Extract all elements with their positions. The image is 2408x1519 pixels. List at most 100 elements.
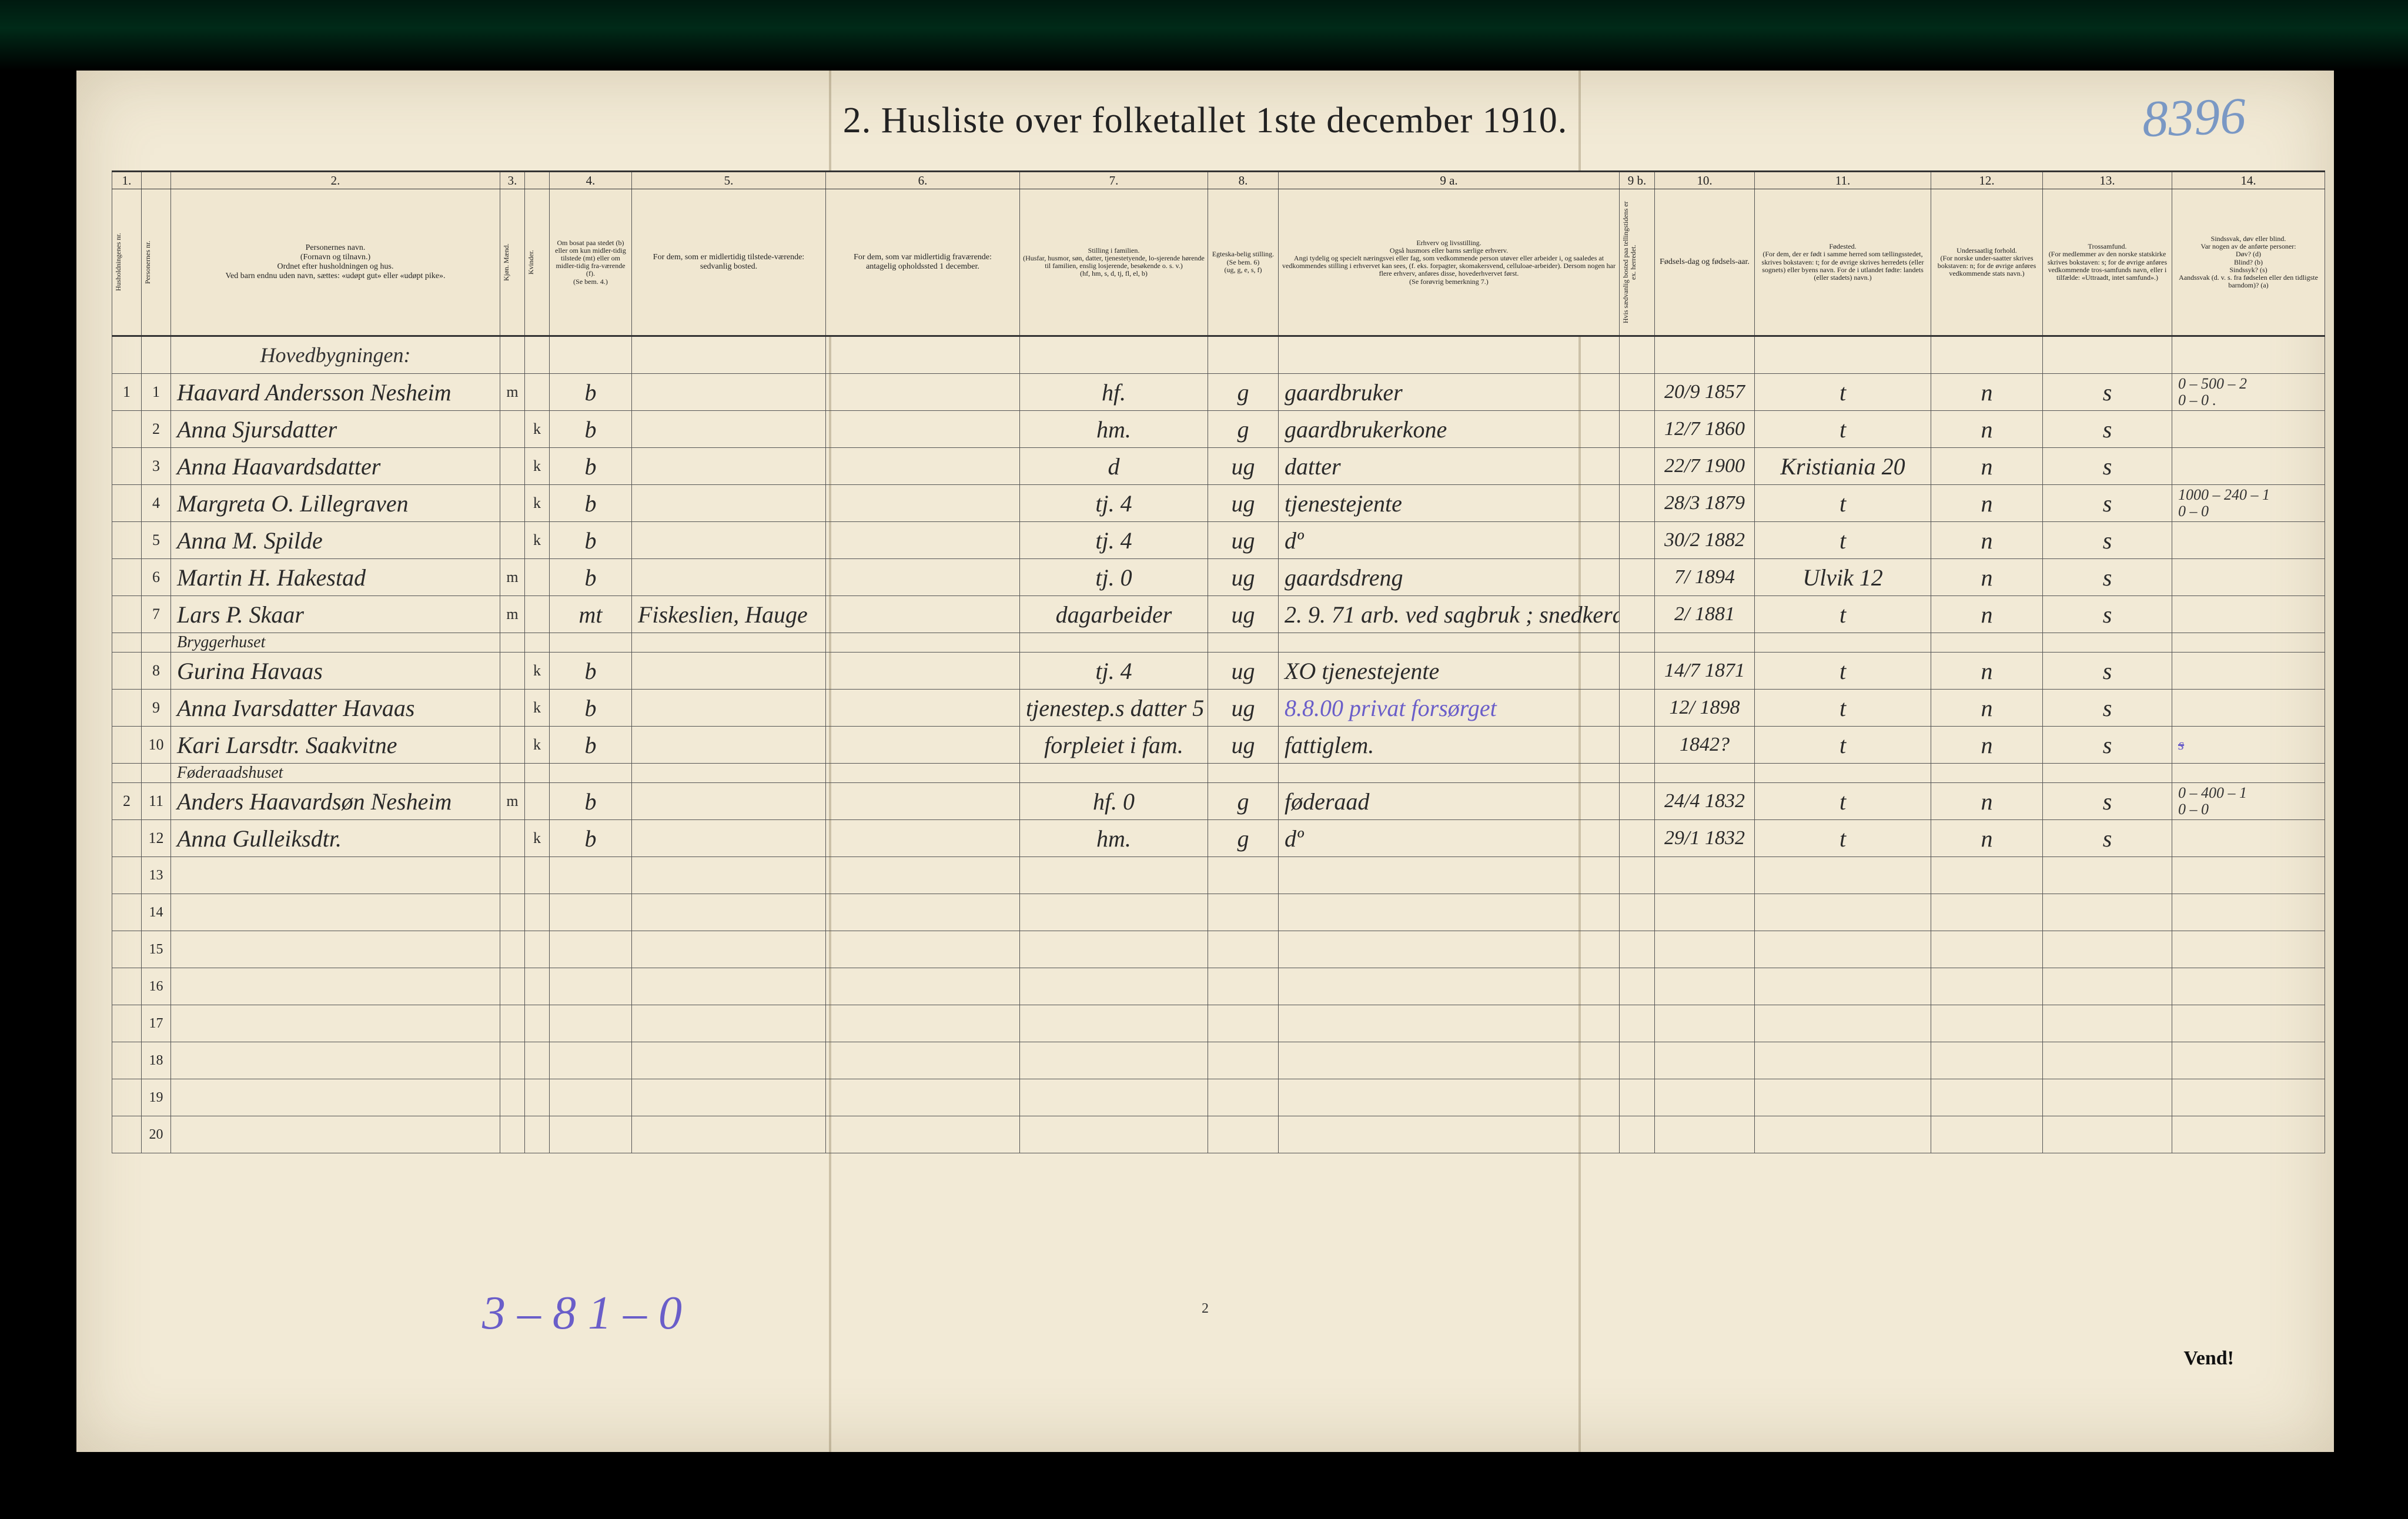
cell — [1208, 764, 1279, 783]
cell — [1620, 1042, 1655, 1079]
hdr-m: Kjøn. Mænd. — [500, 189, 525, 336]
cell — [2043, 1116, 2172, 1153]
cell — [171, 1116, 500, 1153]
cell — [1208, 968, 1279, 1005]
cell — [1020, 894, 1208, 931]
c14-cell: 1000 – 240 – 1 0 – 0 — [2172, 485, 2325, 522]
cell — [1655, 633, 1755, 653]
cell — [142, 336, 171, 374]
pn-cell: 18 — [142, 1042, 171, 1079]
col-number-cell: 3. — [500, 172, 525, 189]
cell — [1208, 1116, 1279, 1153]
cell — [550, 857, 632, 894]
k-cell: k — [525, 522, 550, 559]
cell — [1655, 764, 1755, 783]
c14-cell — [2172, 522, 2325, 559]
pn-cell: 8 — [142, 653, 171, 690]
cell — [2172, 336, 2325, 374]
dob-cell: 12/ 1898 — [1655, 690, 1755, 727]
cell — [1655, 968, 1755, 1005]
hh-cell: 2 — [112, 783, 142, 820]
c14-cell — [2172, 690, 2325, 727]
cell — [632, 1079, 826, 1116]
bottom-pencil-annotation: 3 – 8 1 – 0 — [482, 1287, 682, 1340]
name-cell: Anna Ivarsdatter Havaas — [171, 690, 500, 727]
cell — [632, 857, 826, 894]
table-row: 4Margreta O. Lillegravenkbtj. 4ugtjenest… — [112, 485, 2325, 522]
col-number-cell: 13. — [2043, 172, 2172, 189]
cell — [112, 336, 142, 374]
table-row: 211Anders Haavardsøn Nesheimmbhf. 0gføde… — [112, 783, 2325, 820]
pn-cell: 4 — [142, 485, 171, 522]
pn-cell: 17 — [142, 1005, 171, 1042]
pn-cell: 10 — [142, 727, 171, 764]
cell — [1931, 336, 2043, 374]
cell — [2172, 968, 2325, 1005]
cell — [632, 633, 826, 653]
cell — [1279, 1042, 1620, 1079]
hh-cell — [112, 559, 142, 596]
name-cell: Kari Larsdtr. Saakvitne — [171, 727, 500, 764]
c14-cell — [2172, 820, 2325, 857]
hh-cell — [112, 820, 142, 857]
fb-cell — [1620, 727, 1655, 764]
tros-cell: s — [2043, 485, 2172, 522]
und-cell: n — [1931, 485, 2043, 522]
cell — [1020, 1005, 1208, 1042]
cell — [500, 968, 525, 1005]
k-cell: k — [525, 448, 550, 485]
dob-cell: 24/4 1832 — [1655, 783, 1755, 820]
cell — [1279, 894, 1620, 931]
k-cell: k — [525, 820, 550, 857]
egt-cell: ug — [1208, 559, 1279, 596]
cell — [632, 336, 826, 374]
cell — [1279, 1079, 1620, 1116]
tros-cell: s — [2043, 783, 2172, 820]
erhv-cell: dº — [1279, 522, 1620, 559]
erhv-cell: 8.8.00 privat forsørget — [1279, 690, 1620, 727]
cell — [2043, 336, 2172, 374]
cell — [550, 1042, 632, 1079]
egt-cell: ug — [1208, 485, 1279, 522]
c6-cell — [826, 374, 1020, 411]
cell — [500, 1116, 525, 1153]
cell — [826, 633, 1020, 653]
egt-cell: ug — [1208, 522, 1279, 559]
tros-cell: s — [2043, 596, 2172, 633]
erhv-cell: gaardsdreng — [1279, 559, 1620, 596]
c6-cell — [826, 820, 1020, 857]
res-cell: b — [550, 727, 632, 764]
fsted-cell: t — [1755, 485, 1931, 522]
tros-cell: s — [2043, 690, 2172, 727]
cell — [500, 764, 525, 783]
fb-cell — [1620, 690, 1655, 727]
und-cell: n — [1931, 374, 2043, 411]
table-row-blank: 13 — [112, 857, 2325, 894]
cell — [171, 857, 500, 894]
dob-cell: 1842? — [1655, 727, 1755, 764]
cell — [632, 968, 826, 1005]
egt-cell: g — [1208, 783, 1279, 820]
c5-cell — [632, 690, 826, 727]
cell — [525, 857, 550, 894]
cell — [632, 1116, 826, 1153]
erhv-cell: XO tjenestejente — [1279, 653, 1620, 690]
col-number-cell: 2. — [171, 172, 500, 189]
egt-cell: ug — [1208, 596, 1279, 633]
cell: Føderaadshuset — [171, 764, 500, 783]
col-number-cell: 4. — [550, 172, 632, 189]
col-number-cell: 8. — [1208, 172, 1279, 189]
hh-cell — [112, 894, 142, 931]
pn-cell: 19 — [142, 1079, 171, 1116]
k-cell — [525, 596, 550, 633]
cell — [550, 931, 632, 968]
cell — [1279, 931, 1620, 968]
c14-cell: 0 – 400 – 1 0 – 0 — [2172, 783, 2325, 820]
cell — [1655, 931, 1755, 968]
table-row-blank: 17 — [112, 1005, 2325, 1042]
k-cell: k — [525, 485, 550, 522]
cell — [1931, 1116, 2043, 1153]
cell — [525, 1042, 550, 1079]
cell — [1655, 857, 1755, 894]
cell — [2172, 1005, 2325, 1042]
